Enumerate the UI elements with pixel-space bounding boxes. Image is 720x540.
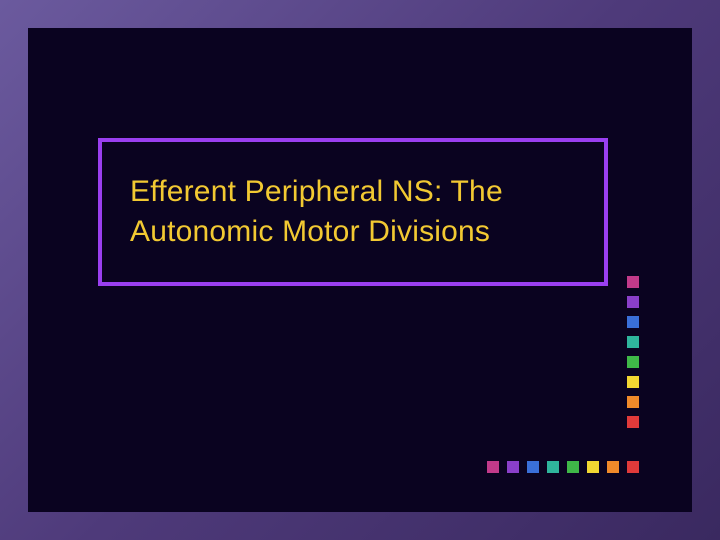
slide-surface: Efferent Peripheral NS: The Autonomic Mo…: [28, 28, 692, 512]
deco-square-icon: [547, 461, 559, 473]
deco-square-icon: [627, 276, 639, 288]
slide-title: Efferent Peripheral NS: The Autonomic Mo…: [130, 172, 576, 253]
decoration-horizontal-squares: [487, 461, 639, 473]
deco-square-icon: [487, 461, 499, 473]
deco-square-icon: [627, 316, 639, 328]
title-box: Efferent Peripheral NS: The Autonomic Mo…: [98, 138, 608, 286]
deco-square-icon: [507, 461, 519, 473]
deco-square-icon: [527, 461, 539, 473]
deco-square-icon: [587, 461, 599, 473]
deco-square-icon: [627, 396, 639, 408]
deco-square-icon: [627, 356, 639, 368]
deco-square-icon: [627, 461, 639, 473]
slide-outer-border: Efferent Peripheral NS: The Autonomic Mo…: [0, 0, 720, 540]
decoration-vertical-squares: [627, 276, 639, 428]
deco-square-icon: [627, 336, 639, 348]
deco-square-icon: [627, 416, 639, 428]
deco-square-icon: [567, 461, 579, 473]
deco-square-icon: [627, 296, 639, 308]
deco-square-icon: [607, 461, 619, 473]
deco-square-icon: [627, 376, 639, 388]
